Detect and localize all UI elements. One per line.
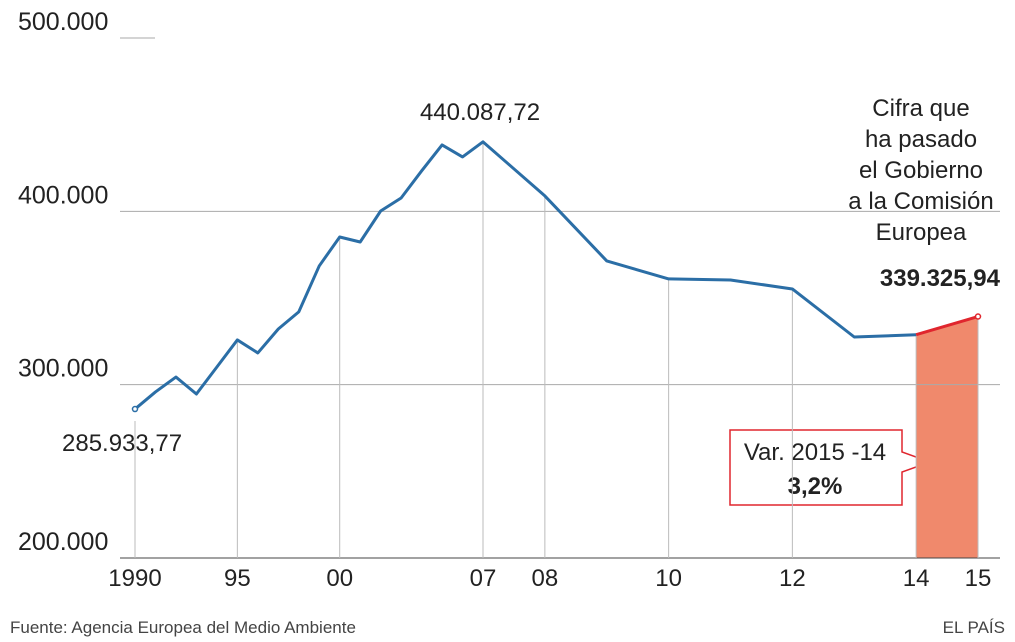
x-tick-label: 12	[779, 565, 806, 592]
credit: EL PAÍS	[943, 618, 1005, 637]
highlight-line	[915, 315, 979, 337]
x-tick-label: 95	[224, 565, 251, 592]
line	[134, 140, 917, 411]
value-label: 339.325,94	[880, 265, 1001, 292]
x-tick-label: 08	[532, 565, 559, 592]
y-tick-label: 500.000	[18, 8, 108, 36]
source: Fuente: Agencia Europea del Medio Ambien…	[10, 618, 356, 637]
y-tick-label: 400.000	[18, 181, 108, 209]
var-title: Var. 2015 -14	[744, 439, 886, 466]
x-tick-label: 10	[655, 565, 682, 592]
point	[131, 405, 139, 413]
annotation: el Gobierno	[859, 157, 983, 184]
value-label: 440.087,72	[420, 99, 540, 126]
y-tick-label: 200.000	[18, 528, 108, 556]
value-label: 285.933,77	[62, 430, 182, 457]
x-tick-label: 15	[965, 565, 992, 592]
x-tick-label: 1990	[108, 565, 161, 592]
annotation: a la Comisión	[848, 188, 993, 215]
x-tick-label: 07	[470, 565, 497, 592]
x-tick-label: 00	[326, 565, 353, 592]
point	[974, 313, 982, 320]
y-tick-label: 300.000	[18, 355, 108, 383]
annotation: ha pasado	[865, 126, 977, 153]
x-tick-label: 14	[903, 565, 930, 592]
highlight-area	[916, 316, 978, 558]
var-value: 3,2%	[788, 473, 843, 500]
annotation: Cifra que	[872, 95, 969, 122]
annotation: Europea	[876, 219, 967, 246]
